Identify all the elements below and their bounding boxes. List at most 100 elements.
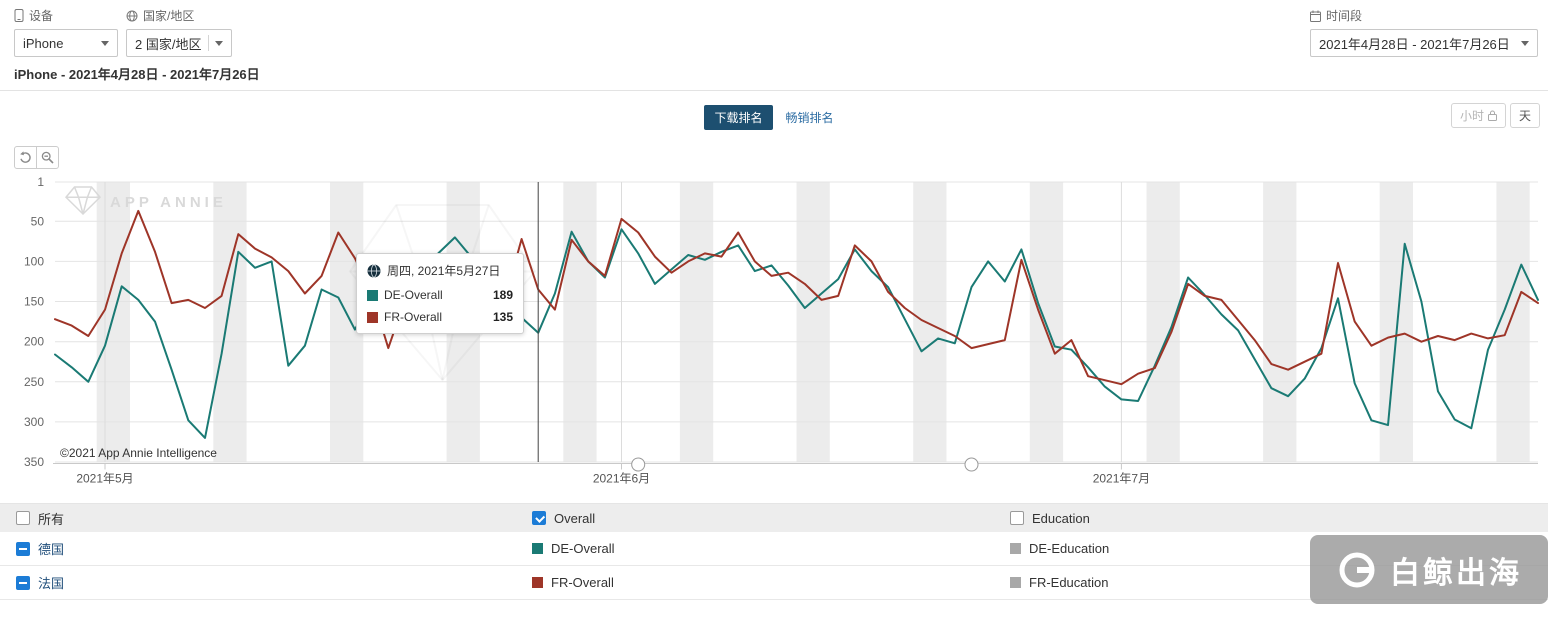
y-axis-tick: 1	[37, 175, 44, 189]
y-axis-tick: 50	[31, 214, 45, 228]
tooltip-row: FR-Overall 135	[357, 306, 523, 333]
de-overall-swatch	[367, 289, 378, 301]
fr-education-swatch	[1010, 577, 1021, 588]
series-FR-Overall	[54, 209, 1539, 386]
divider	[0, 90, 1548, 91]
chart-toolbar	[14, 146, 59, 169]
range-handle[interactable]	[964, 457, 979, 472]
baijing-logo-icon	[1336, 549, 1378, 591]
tab-download-rank[interactable]: 下载排名	[704, 105, 773, 130]
granularity-hour-label: 小时	[1459, 109, 1484, 123]
tooltip-row: DE-Overall 189	[357, 284, 523, 306]
chevron-down-icon	[1521, 40, 1529, 46]
weekend-band	[913, 182, 947, 462]
country-france-label: 法国	[38, 576, 65, 591]
country-filter: 国家/地区 2 国家/地区	[126, 8, 232, 57]
period-select-value: 2021年4月28日 - 2021年7月26日	[1319, 36, 1510, 52]
zoom-out-button[interactable]	[36, 146, 59, 169]
checkbox-germany[interactable]	[16, 541, 30, 556]
checkbox-all[interactable]	[16, 511, 30, 525]
rank-type-tabs: 下载排名 畅销排名	[0, 105, 1548, 130]
globe-icon	[126, 10, 138, 22]
lock-icon	[1487, 110, 1497, 121]
zoom-out-icon	[41, 151, 54, 164]
select-divider	[208, 35, 209, 51]
series-de-overall[interactable]: DE-Overall	[516, 541, 994, 556]
weekend-band	[1263, 182, 1297, 462]
device-filter: 设备 iPhone	[14, 8, 118, 57]
baijing-watermark: 白鲸出海	[1310, 535, 1548, 604]
checkbox-education[interactable]	[1010, 511, 1024, 525]
chevron-down-icon	[215, 40, 223, 46]
series-fr-overall[interactable]: FR-Overall	[516, 575, 994, 590]
legend-header-row: 所有 Overall Education	[0, 503, 1548, 532]
y-axis-tick: 350	[24, 455, 44, 469]
legend-education-toggle[interactable]: Education	[994, 511, 1548, 526]
checkbox-france[interactable]	[16, 575, 30, 590]
country-filter-label: 国家/地区	[126, 8, 232, 23]
weekend-band	[563, 182, 597, 462]
weekend-band	[1029, 182, 1064, 462]
country-germany-toggle[interactable]: 德国	[0, 539, 516, 558]
tooltip-series-name: DE-Overall	[384, 288, 443, 302]
tooltip-series-value: 189	[492, 288, 513, 302]
baijing-watermark-text: 白鲸出海	[1390, 556, 1522, 590]
device-select[interactable]: iPhone	[14, 29, 118, 57]
granularity-day-button[interactable]: 天	[1509, 103, 1540, 128]
legend-education-label: Education	[1032, 510, 1090, 526]
device-icon	[14, 9, 24, 22]
undo-icon	[19, 151, 32, 164]
weekend-band	[679, 182, 714, 462]
weekend-band	[213, 182, 247, 462]
legend-row-germany: 德国 DE-Overall DE-Education	[0, 532, 1548, 566]
page-title: iPhone - 2021年4月28日 - 2021年7月26日	[14, 67, 260, 82]
reset-zoom-button[interactable]	[14, 146, 37, 169]
device-select-value: iPhone	[23, 35, 64, 51]
period-select[interactable]: 2021年4月28日 - 2021年7月26日	[1310, 29, 1538, 57]
fr-overall-swatch	[532, 577, 543, 588]
legend-select-all[interactable]: 所有	[0, 509, 516, 528]
tab-grossing-rank[interactable]: 畅销排名	[776, 105, 844, 130]
x-axis-tick: 2021年7月	[1093, 472, 1150, 486]
device-label-text: 设备	[29, 9, 54, 23]
tooltip-series-value: 135	[492, 310, 513, 324]
y-axis-tick: 100	[24, 254, 44, 268]
period-filter-label: 时间段	[1310, 8, 1538, 23]
checkbox-overall[interactable]	[532, 511, 546, 525]
x-axis-tick: 2021年6月	[593, 472, 650, 486]
weekend-band	[96, 182, 130, 462]
period-filter: 时间段 2021年4月28日 - 2021年7月26日	[1310, 8, 1538, 57]
series-de-education[interactable]: DE-Education	[994, 541, 1548, 556]
y-axis-tick: 200	[24, 335, 44, 349]
calendar-icon	[1310, 10, 1321, 22]
tooltip-header: 周四, 2021年5月27日	[357, 254, 523, 284]
tooltip-series-name: FR-Overall	[384, 310, 443, 324]
weekend-band	[1379, 182, 1413, 462]
globe-dark-icon	[367, 263, 381, 278]
weekend-band	[1146, 182, 1180, 462]
y-axis-tick: 150	[24, 295, 44, 309]
granularity-hour-button[interactable]: 小时	[1450, 103, 1506, 128]
country-france-toggle[interactable]: 法国	[0, 573, 516, 592]
country-select[interactable]: 2 国家/地区	[126, 29, 232, 57]
de-overall-label: DE-Overall	[551, 541, 615, 556]
series-fr-education[interactable]: FR-Education	[994, 575, 1548, 590]
granularity-day-label: 天	[1518, 109, 1531, 123]
weekend-band	[796, 182, 830, 462]
country-select-value: 2 国家/地区	[135, 36, 202, 52]
fr-overall-label: FR-Overall	[551, 575, 614, 590]
chart-tooltip: 周四, 2021年5月27日 DE-Overall 189 FR-Overall…	[356, 253, 524, 334]
tooltip-date: 周四, 2021年5月27日	[387, 264, 501, 278]
fr-education-label: FR-Education	[1029, 575, 1109, 590]
range-handle[interactable]	[631, 457, 646, 472]
y-axis-tick: 250	[24, 375, 44, 389]
legend-overall-toggle[interactable]: Overall	[516, 511, 994, 526]
series-DE-Overall	[54, 228, 1539, 439]
copyright-text: ©2021 App Annie Intelligence	[60, 446, 217, 460]
country-germany-label: 德国	[38, 542, 65, 557]
fr-overall-swatch	[367, 311, 378, 323]
country-label-text: 国家/地区	[143, 9, 195, 23]
granularity-switch: 小时 天	[1450, 103, 1540, 128]
period-label-text: 时间段	[1326, 9, 1363, 23]
